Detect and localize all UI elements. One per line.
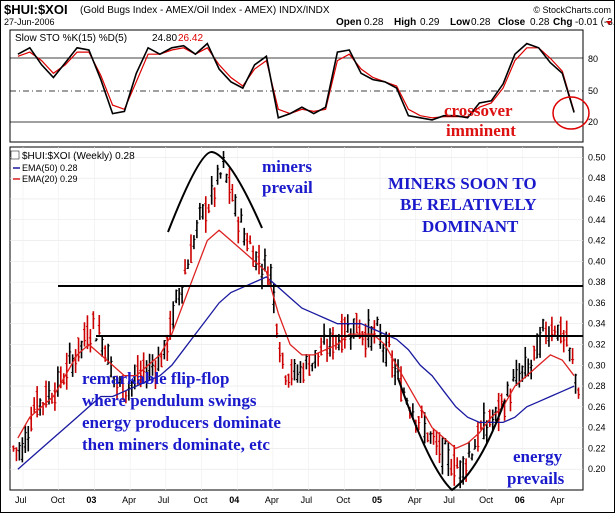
x-tick-label: 04 bbox=[229, 495, 239, 505]
sto-tick-20: 20 bbox=[588, 117, 598, 127]
x-tick-label: Oct bbox=[51, 495, 66, 505]
x-tick-label: Apr bbox=[122, 495, 136, 505]
y-tick-label: 0.42 bbox=[588, 236, 606, 246]
bottom-arc bbox=[397, 377, 506, 492]
annotation-miners: miners bbox=[262, 157, 312, 176]
low-label: Low bbox=[450, 17, 470, 28]
sto-d-line bbox=[17, 47, 575, 119]
y-tick-label: 0.46 bbox=[588, 194, 606, 204]
open-label: Open bbox=[336, 17, 362, 28]
annotation-headline-1: MINERS SOON TO bbox=[388, 174, 537, 193]
x-tick-label: Apr bbox=[551, 495, 565, 505]
ema20-legend: EMA(20) 0.29 bbox=[22, 174, 78, 184]
y-tick-label: 0.28 bbox=[588, 381, 606, 391]
symbol-title: $HUI:$XOI bbox=[4, 2, 68, 17]
annotation-crossover: crossover bbox=[444, 101, 513, 120]
y-tick-label: 0.36 bbox=[588, 298, 606, 308]
y-tick-label: 0.50 bbox=[588, 152, 606, 162]
price-panel: 0.50 0.48 0.46 0.44 0.42 0.40 0.38 0.36 0.34 0.32… bbox=[9, 96, 606, 505]
chart-date: 27-Jun-2006 bbox=[4, 17, 55, 27]
sto-d-value: 26.42 bbox=[178, 33, 203, 44]
x-tick-label: Apr bbox=[408, 495, 422, 505]
down-arrow-icon bbox=[606, 21, 612, 25]
y-tick-label: 0.40 bbox=[588, 256, 606, 266]
top-arc bbox=[167, 151, 263, 233]
y-tick-label: 0.34 bbox=[588, 319, 606, 329]
close-value: 0.28 bbox=[530, 17, 550, 28]
annotation-imminent: imminent bbox=[446, 121, 516, 140]
sto-tick-50: 50 bbox=[588, 86, 598, 96]
y-tick-label: 0.44 bbox=[588, 215, 606, 225]
x-tick-label: Jul bbox=[443, 495, 455, 505]
ohlc-readout: Open 0.28 High 0.29 Low 0.28 Close 0.28 … bbox=[336, 17, 615, 28]
low-value: 0.28 bbox=[471, 17, 491, 28]
x-tick-label: Oct bbox=[479, 495, 494, 505]
y-tick-label: 0.24 bbox=[588, 423, 606, 433]
sto-tick-80: 80 bbox=[588, 54, 598, 64]
annotation-headline-2: BE RELATIVELY bbox=[400, 195, 537, 214]
high-label: High bbox=[394, 17, 416, 28]
chg-value: -0.01 (-3.80%) bbox=[575, 17, 615, 28]
y-tick-label: 0.26 bbox=[588, 402, 606, 412]
sto-k-line bbox=[17, 42, 575, 121]
y-tick-label: 0.38 bbox=[588, 277, 606, 287]
annotation-flip-4: then miners dominate, etc bbox=[82, 435, 270, 454]
x-tick-label: Apr bbox=[265, 495, 279, 505]
high-value: 0.29 bbox=[420, 17, 440, 28]
annotation-flip-3: energy producers dominate bbox=[82, 413, 281, 432]
ema20-line bbox=[17, 229, 575, 450]
annotation-prevail: prevail bbox=[262, 178, 313, 197]
crossover-circle bbox=[552, 96, 590, 130]
sto-panel: Slow STO %K(15) %D(5) 24.80 26.42 80 50 … bbox=[9, 29, 598, 143]
open-value: 0.28 bbox=[364, 17, 384, 28]
annotation-energy: energy bbox=[513, 447, 563, 466]
annotation-headline-3: DOMINANT bbox=[422, 217, 519, 236]
y-tick-label: 0.22 bbox=[588, 443, 606, 453]
x-tick-label: 03 bbox=[86, 495, 96, 505]
close-label: Close bbox=[498, 17, 526, 28]
annotation-flip-2: where pendulum swings bbox=[82, 391, 257, 410]
watermark: © StockCharts.com bbox=[533, 5, 611, 15]
y-tick-label: 0.30 bbox=[588, 360, 606, 370]
chg-label: Chg bbox=[553, 17, 572, 28]
y-tick-label: 0.32 bbox=[588, 339, 606, 349]
x-tick-label: 05 bbox=[372, 495, 382, 505]
x-tick-label: Oct bbox=[336, 495, 351, 505]
sto-k-value: 24.80 bbox=[152, 33, 177, 44]
y-tick-label: 0.48 bbox=[588, 173, 606, 183]
x-tick-label: Jul bbox=[158, 495, 170, 505]
ema50-line bbox=[17, 276, 575, 470]
price-legend: $HUI:$XOI (Weekly) 0.28 bbox=[22, 151, 135, 162]
x-tick-label: Jul bbox=[301, 495, 313, 505]
annotation-prevails: prevails bbox=[507, 469, 565, 488]
ema50-legend: EMA(50) 0.28 bbox=[22, 163, 78, 173]
annotation-flip-1: remarkable flip-flop bbox=[82, 369, 229, 388]
y-tick-label: 0.20 bbox=[588, 464, 606, 474]
symbol-description: (Gold Bugs Index - AMEX/Oil Index - AMEX… bbox=[80, 5, 330, 16]
x-tick-label: 06 bbox=[515, 495, 525, 505]
x-tick-label: Jul bbox=[15, 495, 27, 505]
x-tick-label: Oct bbox=[194, 495, 209, 505]
sto-legend-prefix: Slow STO %K(15) %D(5) bbox=[15, 33, 127, 44]
